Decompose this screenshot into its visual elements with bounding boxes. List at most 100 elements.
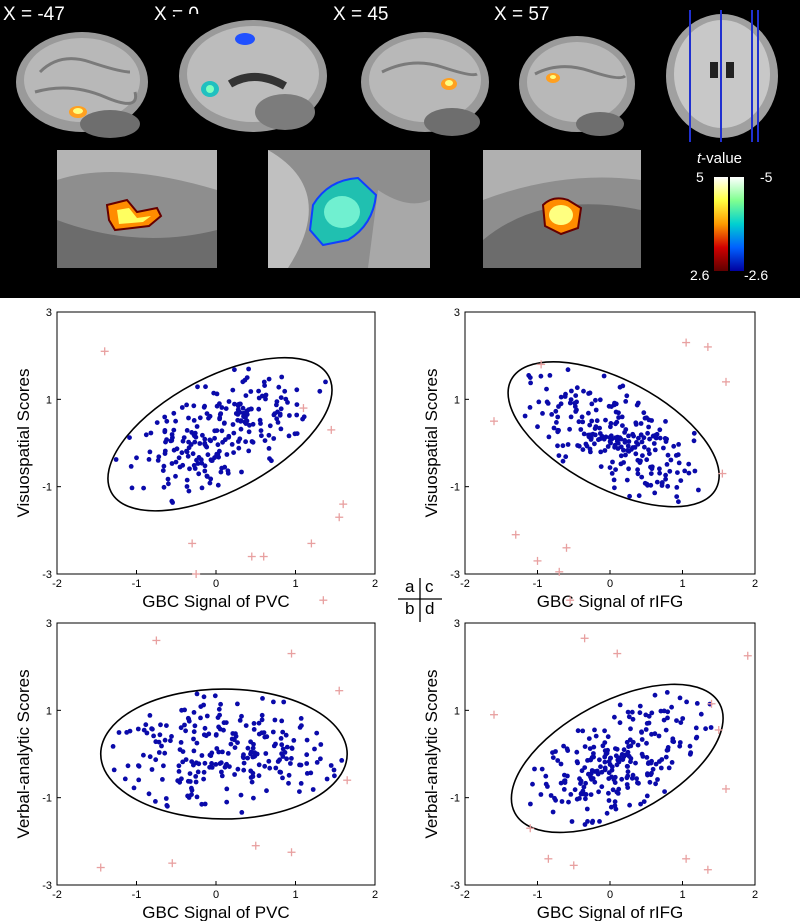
outlier-point xyxy=(307,539,316,548)
data-point xyxy=(609,471,615,476)
data-point xyxy=(218,760,224,766)
data-point xyxy=(574,759,580,764)
data-point xyxy=(271,699,276,705)
data-point xyxy=(201,769,207,775)
data-point xyxy=(619,414,625,420)
plot-frame xyxy=(56,622,376,886)
data-point xyxy=(219,428,225,434)
sagittal-slice-x-57 xyxy=(515,26,640,140)
data-point xyxy=(154,420,160,425)
data-point xyxy=(259,433,264,439)
data-point xyxy=(644,457,650,463)
data-point xyxy=(201,404,207,410)
data-point xyxy=(187,466,192,472)
data-point xyxy=(613,409,619,415)
data-point xyxy=(669,760,675,765)
data-point xyxy=(199,753,205,758)
outlier-point xyxy=(682,854,691,863)
y-tick-label: 1 xyxy=(454,705,460,717)
data-point xyxy=(602,728,607,734)
data-point xyxy=(589,820,595,825)
data-point xyxy=(256,388,261,394)
confidence-ellipse xyxy=(99,688,348,820)
data-point xyxy=(219,405,225,410)
data-point xyxy=(275,420,281,425)
data-point xyxy=(653,435,659,441)
data-point xyxy=(674,494,680,499)
data-point xyxy=(638,421,644,426)
outlier-point xyxy=(490,417,498,426)
data-point xyxy=(208,476,214,482)
data-point xyxy=(184,402,190,408)
data-point xyxy=(207,437,213,443)
data-point xyxy=(286,780,291,786)
data-point xyxy=(569,388,574,394)
data-point xyxy=(266,432,272,438)
data-point xyxy=(237,718,243,723)
data-point xyxy=(187,771,193,776)
plot-frame xyxy=(464,622,756,886)
data-point xyxy=(180,749,186,754)
x-tick-label: 0 xyxy=(213,889,219,901)
data-point xyxy=(207,752,213,758)
outlier-point xyxy=(100,347,109,356)
data-point xyxy=(621,460,626,465)
panel-key-a: a xyxy=(405,577,415,596)
data-point xyxy=(682,468,688,474)
data-point xyxy=(558,394,564,400)
data-point xyxy=(563,454,569,460)
data-point xyxy=(111,767,117,773)
data-point xyxy=(653,761,659,767)
data-point xyxy=(297,725,303,730)
data-point xyxy=(213,732,219,737)
outlier-point xyxy=(247,552,256,561)
data-point xyxy=(630,772,636,778)
slice-label-x-minus-47: X = -47 xyxy=(3,4,65,25)
outlier-point xyxy=(188,539,197,548)
data-point xyxy=(217,726,223,732)
data-point xyxy=(593,407,599,413)
data-point xyxy=(212,693,218,699)
data-point xyxy=(258,421,263,426)
data-point xyxy=(568,414,574,420)
data-point xyxy=(659,483,665,488)
data-point xyxy=(224,452,230,457)
data-point xyxy=(657,470,662,476)
x-tick-label: 2 xyxy=(372,889,378,901)
data-point xyxy=(591,754,596,760)
data-point xyxy=(237,436,243,442)
brain-figure: X = -47 X = 0 X = 45 X = 57 xyxy=(0,0,800,298)
data-point xyxy=(273,765,279,771)
data-point xyxy=(641,435,647,441)
data-point xyxy=(266,446,272,451)
data-point xyxy=(241,760,247,766)
data-point xyxy=(292,431,298,437)
data-point xyxy=(574,407,579,413)
data-point xyxy=(297,789,302,794)
data-point xyxy=(692,468,698,474)
data-point xyxy=(184,477,190,483)
data-point xyxy=(250,754,256,760)
data-point xyxy=(226,399,232,404)
data-point xyxy=(686,470,692,476)
data-point xyxy=(639,737,645,742)
data-point xyxy=(235,417,241,423)
data-point xyxy=(201,694,207,700)
data-point xyxy=(658,708,664,714)
data-point xyxy=(546,434,552,440)
confidence-ellipse xyxy=(507,360,720,508)
data-point xyxy=(287,413,292,418)
data-point xyxy=(294,387,300,393)
data-point xyxy=(199,460,205,466)
data-point xyxy=(191,729,197,735)
data-point xyxy=(622,439,628,445)
data-point xyxy=(283,396,289,402)
data-point xyxy=(250,745,256,751)
outlier-point xyxy=(259,552,268,561)
data-point xyxy=(168,738,173,744)
data-point xyxy=(647,779,653,785)
data-point xyxy=(625,709,631,715)
data-point xyxy=(674,718,679,723)
data-point xyxy=(555,758,561,763)
data-point xyxy=(662,789,667,794)
